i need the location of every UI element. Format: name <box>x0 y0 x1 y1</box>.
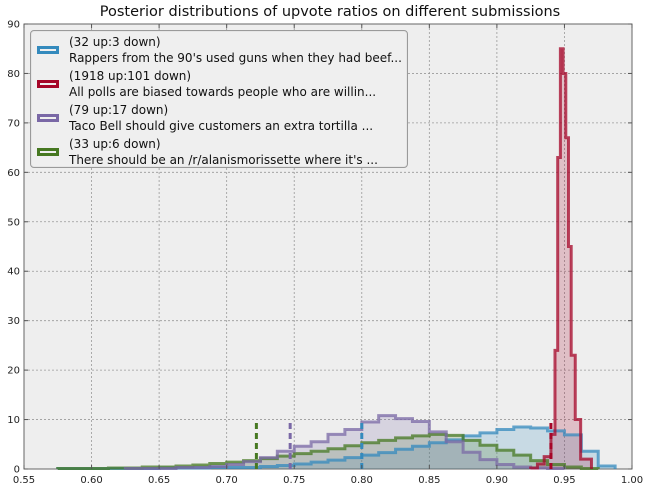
x-tick-label: 0.65 <box>148 475 170 486</box>
y-tick-label: 80 <box>7 69 20 80</box>
legend-label-1: (1918 up:101 down) All polls are biased t… <box>69 69 377 99</box>
y-axis-ticks: 0 10 20 30 40 50 60 70 80 90 <box>7 20 632 476</box>
y-tick-label: 50 <box>7 217 20 228</box>
x-axis-ticks: 0.55 0.60 0.65 0.70 0.75 0.80 0.85 0.90 0.95 1.00 <box>13 24 643 486</box>
histogram-step-1 <box>529 47 593 470</box>
x-tick-label: 0.95 <box>553 475 575 486</box>
legend-swatch-0 <box>37 46 59 54</box>
x-tick-label: 0.85 <box>418 475 440 486</box>
x-tick-label: 0.75 <box>283 475 305 486</box>
histogram-fill-1 <box>530 48 592 469</box>
x-tick-label: 0.80 <box>351 475 373 486</box>
y-tick-label: 10 <box>7 415 20 426</box>
histogram-fill-0 <box>57 426 616 469</box>
chart-legend: (32 up:3 down) Rappers from the 90's used… <box>30 30 408 168</box>
legend-label-3: (33 up:6 down) There should be an /r/alan… <box>69 137 378 167</box>
legend-swatch-2 <box>37 114 59 122</box>
mean-lines <box>254 419 553 469</box>
histogram-step-0 <box>56 425 617 471</box>
x-tick-label: 0.70 <box>216 475 238 486</box>
y-tick-label: 20 <box>7 366 20 377</box>
legend-item: (33 up:6 down) There should be an /r/alan… <box>31 135 407 169</box>
y-tick-label: 90 <box>7 20 20 31</box>
legend-swatch-3 <box>37 148 59 156</box>
legend-item: (79 up:17 down) Taco Bell should give cus… <box>31 101 407 135</box>
legend-item: (32 up:3 down) Rappers from the 90's used… <box>31 33 407 67</box>
x-tick-label: 0.60 <box>80 475 102 486</box>
legend-label-2: (79 up:17 down) Taco Bell should give cus… <box>69 103 374 133</box>
legend-swatch-1 <box>37 80 59 88</box>
legend-item: (1918 up:101 down) All polls are biased t… <box>31 67 407 101</box>
y-tick-label: 60 <box>7 168 20 179</box>
x-tick-label: 0.55 <box>13 475 35 486</box>
histogram-step-2 <box>123 414 566 471</box>
x-tick-label: 0.90 <box>486 475 508 486</box>
chart-title: Posterior distributions of upvote ratios… <box>99 4 561 20</box>
x-tick-label: 1.00 <box>621 475 643 486</box>
y-tick-label: 30 <box>7 316 20 327</box>
y-tick-label: 70 <box>7 118 20 129</box>
y-tick-label: 0 <box>14 465 20 476</box>
legend-label-0: (32 up:3 down) Rappers from the 90's used… <box>69 35 402 65</box>
histogram-fill-2 <box>125 415 565 469</box>
y-tick-label: 40 <box>7 267 20 278</box>
